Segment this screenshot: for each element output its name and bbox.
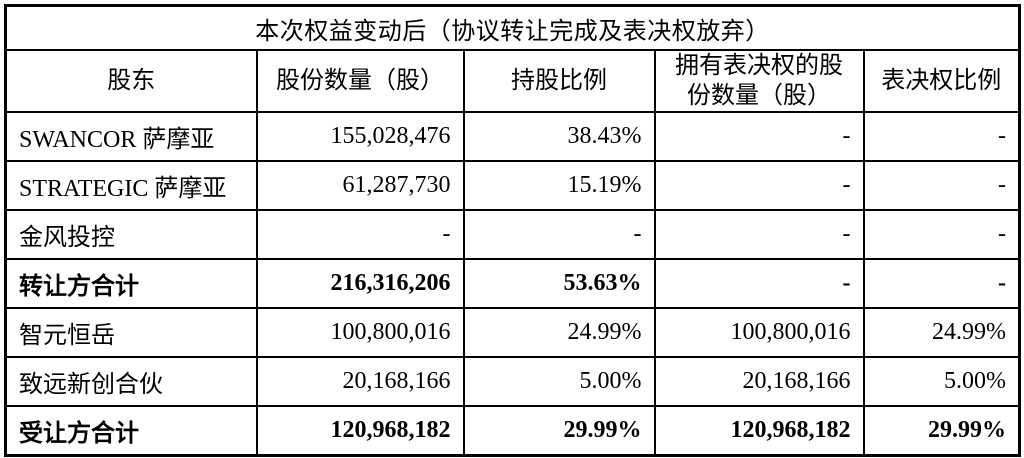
shareholding-ratio-cell: -: [462, 209, 656, 260]
table-row: 金风投控 - - - -: [4, 209, 1021, 260]
header-voting-share-count: 拥有表决权的股份数量（股）: [653, 49, 865, 113]
voting-share-count-cell: -: [653, 111, 865, 162]
shareholding-ratio-cell: 53.63%: [462, 258, 656, 309]
shareholding-ratio-cell: 29.99%: [462, 405, 656, 457]
shareholder-name-cell: 转让方合计: [4, 258, 258, 309]
shareholder-name-cell: 智元恒岳: [4, 307, 258, 358]
shareholder-name-cell: 致远新创合伙: [4, 356, 258, 407]
table-row: 致远新创合伙 20,168,166 5.00% 20,168,166 5.00%: [4, 356, 1021, 407]
equity-change-table: 本次权益变动后（协议转让完成及表决权放弃） 股东 股份数量（股） 持股比例 拥有…: [4, 4, 1022, 457]
shareholding-ratio-cell: 24.99%: [462, 307, 656, 358]
voting-ratio-cell: -: [862, 258, 1021, 309]
share-count-cell: 120,968,182: [255, 405, 465, 457]
header-share-count: 股份数量（股）: [255, 49, 465, 113]
share-count-cell: 155,028,476: [255, 111, 465, 162]
voting-ratio-cell: -: [862, 209, 1021, 260]
table-row-transferor-subtotal: 转让方合计 216,316,206 53.63% - -: [4, 258, 1021, 309]
table-row: STRATEGIC 萨摩亚 61,287,730 15.19% - -: [4, 160, 1021, 211]
shareholding-ratio-cell: 38.43%: [462, 111, 656, 162]
table-row-transferee-subtotal: 受让方合计 120,968,182 29.99% 120,968,182 29.…: [4, 405, 1021, 457]
shareholder-name-cell: 受让方合计: [4, 405, 258, 457]
voting-share-count-cell: 120,968,182: [653, 405, 865, 457]
table-title-row: 本次权益变动后（协议转让完成及表决权放弃）: [4, 4, 1021, 51]
header-shareholding-ratio: 持股比例: [462, 49, 656, 113]
voting-ratio-cell: -: [862, 160, 1021, 211]
share-count-cell: 61,287,730: [255, 160, 465, 211]
share-count-cell: 100,800,016: [255, 307, 465, 358]
shareholding-ratio-cell: 5.00%: [462, 356, 656, 407]
voting-ratio-cell: 29.99%: [862, 405, 1021, 457]
share-count-cell: -: [255, 209, 465, 260]
shareholder-name-cell: SWANCOR 萨摩亚: [4, 111, 258, 162]
shareholder-name-cell: 金风投控: [4, 209, 258, 260]
voting-ratio-cell: 5.00%: [862, 356, 1021, 407]
shareholding-ratio-cell: 15.19%: [462, 160, 656, 211]
table-row: SWANCOR 萨摩亚 155,028,476 38.43% - -: [4, 111, 1021, 162]
voting-ratio-cell: -: [862, 111, 1021, 162]
voting-share-count-cell: -: [653, 209, 865, 260]
voting-share-count-cell: 20,168,166: [653, 356, 865, 407]
voting-ratio-cell: 24.99%: [862, 307, 1021, 358]
voting-share-count-cell: 100,800,016: [653, 307, 865, 358]
table-row: 智元恒岳 100,800,016 24.99% 100,800,016 24.9…: [4, 307, 1021, 358]
share-count-cell: 216,316,206: [255, 258, 465, 309]
share-count-cell: 20,168,166: [255, 356, 465, 407]
voting-share-count-cell: -: [653, 258, 865, 309]
shareholder-name-cell: STRATEGIC 萨摩亚: [4, 160, 258, 211]
table-title: 本次权益变动后（协议转让完成及表决权放弃）: [4, 4, 1021, 51]
header-shareholder: 股东: [4, 49, 258, 113]
voting-share-count-cell: -: [653, 160, 865, 211]
header-voting-ratio: 表决权比例: [862, 49, 1021, 113]
table-header-row: 股东 股份数量（股） 持股比例 拥有表决权的股份数量（股） 表决权比例: [4, 49, 1021, 113]
